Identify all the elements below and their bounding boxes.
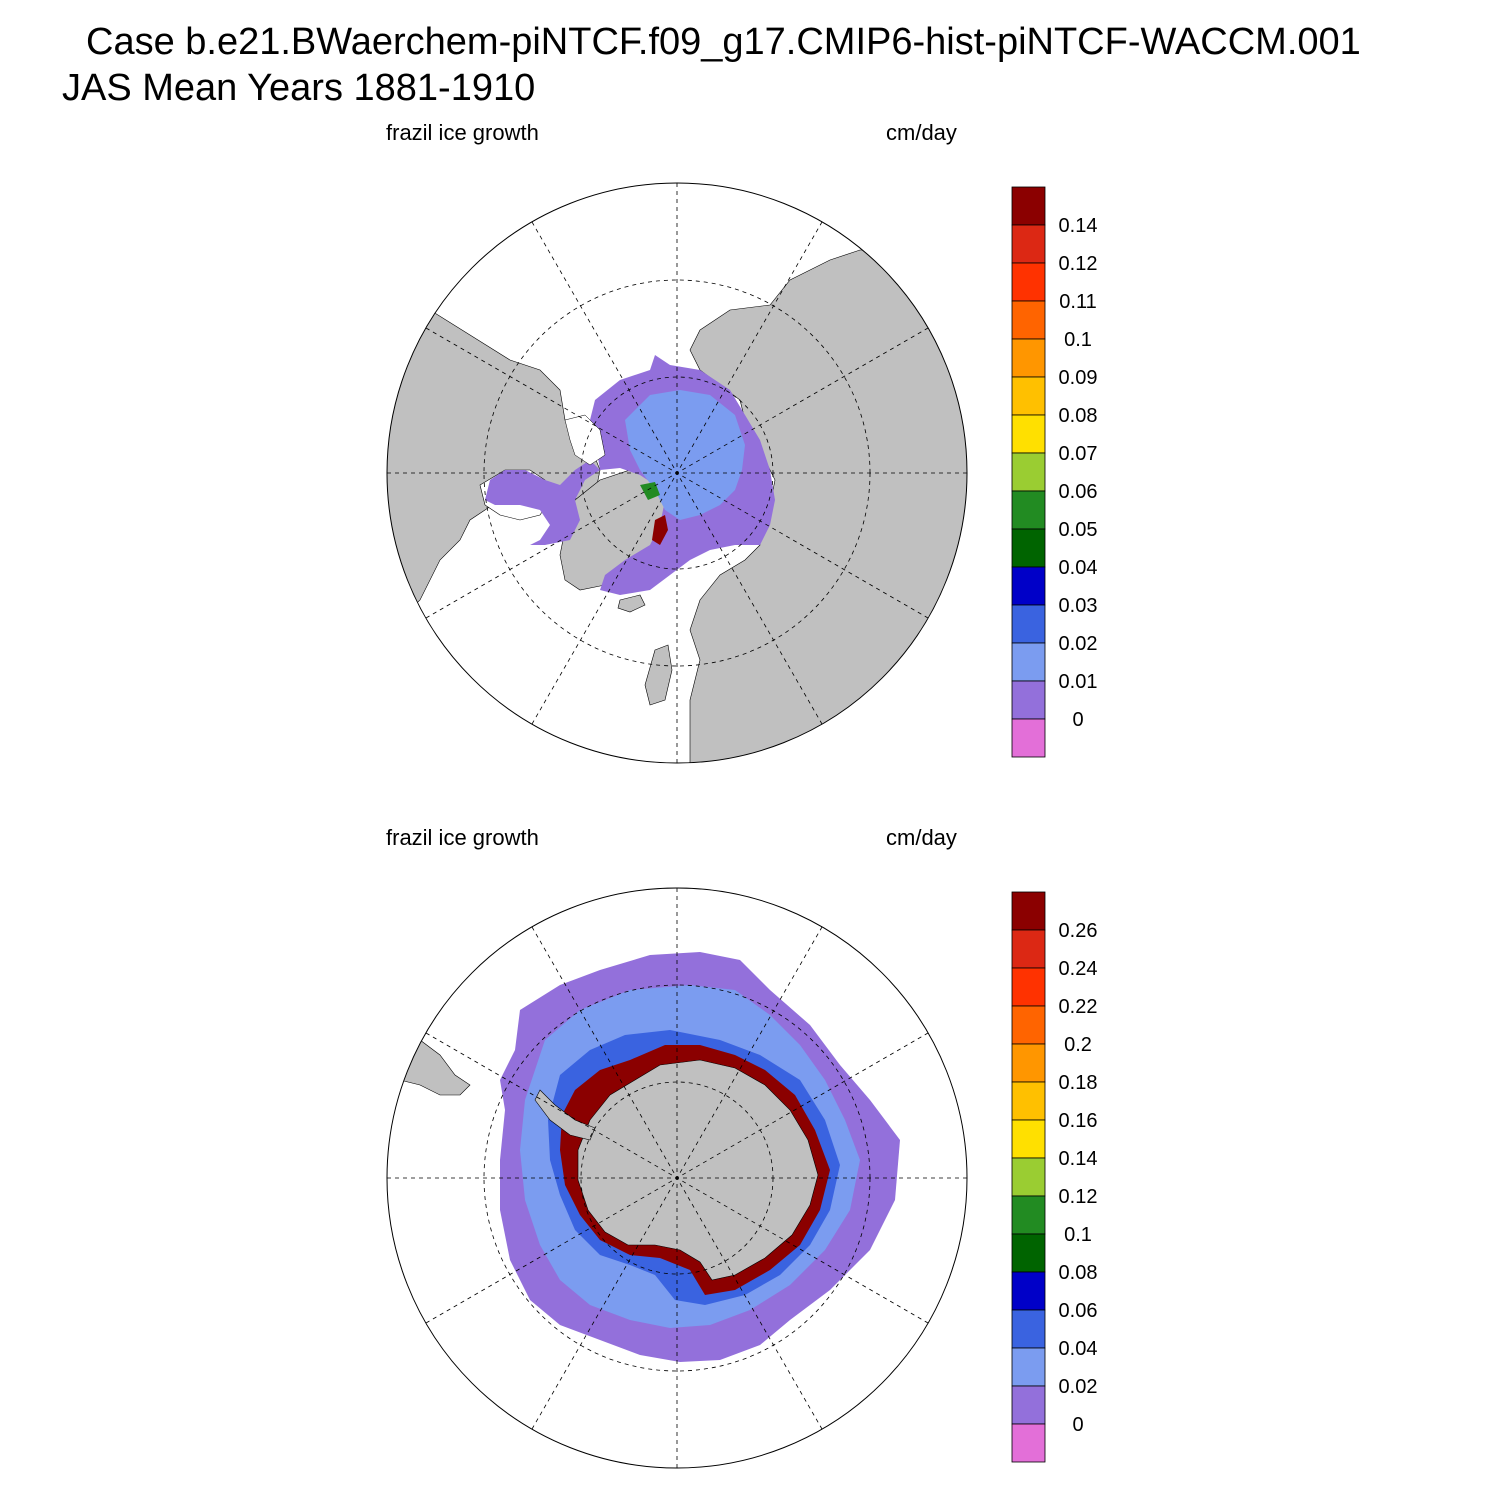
north-colorbar-swatch (1011, 490, 1046, 530)
north-map-border (386, 182, 968, 764)
south-colorbar-tick-label: 0.08 (1059, 1262, 1098, 1284)
north-land-british-isles (644, 644, 673, 706)
south-map-border (386, 887, 968, 1469)
north-colorbar-swatch (1011, 718, 1046, 758)
north-colorbar-swatch (1011, 452, 1046, 492)
north-colorbar: 0 0.01 0.02 0.03 0.04 0.05 0.06 0.07 0.08 0.09 0.1… (1011, 186, 1098, 758)
south-colorbar-tick-label: 0.1 (1064, 1224, 1092, 1246)
north-colorbar-tick-label: 0 (1072, 709, 1083, 731)
north-panel-variable-label: frazil ice growth (386, 120, 539, 145)
north-colorbar-swatch (1011, 224, 1046, 264)
south-colorbar-swatch (1011, 1119, 1046, 1159)
north-colorbar-swatch (1011, 376, 1046, 416)
figure-title-period: JAS Mean Years 1881-1910 (62, 67, 536, 109)
north-colorbar-swatch (1011, 262, 1046, 302)
north-colorbar-swatch (1011, 186, 1046, 226)
south-colorbar-tick-label: 0.24 (1059, 958, 1098, 980)
north-polar-map (386, 182, 968, 764)
south-colorbar-tick-label: 0.06 (1059, 1300, 1098, 1322)
south-panel-variable-label: frazil ice growth (386, 825, 539, 850)
figure-title-case: Case b.e21.BWaerchem-piNTCF.f09_g17.CMIP… (86, 21, 1361, 63)
south-colorbar-tick-label: 0.26 (1059, 920, 1098, 942)
north-graticule (387, 183, 967, 763)
north-colorbar-tick-label: 0.1 (1064, 329, 1092, 351)
south-graticule (387, 888, 967, 1468)
south-colorbar-tick-label: 0.18 (1059, 1072, 1098, 1094)
south-colorbar-swatch (1011, 1271, 1046, 1311)
south-colorbar-swatch (1011, 967, 1046, 1007)
south-colorbar-swatch (1011, 1347, 1046, 1387)
north-colorbar-tick-label: 0.05 (1059, 519, 1098, 541)
north-colorbar-swatch (1011, 642, 1046, 682)
north-colorbar-tick-label: 0.12 (1059, 253, 1098, 275)
south-panel-units-label: cm/day (886, 825, 957, 850)
south-colorbar-tick-label: 0.12 (1059, 1186, 1098, 1208)
south-colorbar-swatch (1011, 929, 1046, 969)
south-colorbar-tick-label: 0.2 (1064, 1034, 1092, 1056)
north-colorbar-tick-label: 0.06 (1059, 481, 1098, 503)
north-colorbar-tick-label: 0.07 (1059, 443, 1098, 465)
north-colorbar-tick-label: 0.11 (1059, 291, 1096, 313)
north-colorbar-tick-label: 0.01 (1059, 671, 1098, 693)
south-colorbar: 0 0.02 0.04 0.06 0.08 0.1 0.12 0.14 0.16 0.18 0.2 0… (1011, 891, 1098, 1463)
north-ice-hotspot-green (640, 482, 660, 500)
south-colorbar-tick-label: 0.04 (1059, 1338, 1098, 1360)
north-colorbar-tick-label: 0.02 (1059, 633, 1098, 655)
south-colorbar-swatch (1011, 1385, 1046, 1425)
north-colorbar-swatch (1011, 414, 1046, 454)
south-colorbar-swatch (1011, 891, 1046, 931)
south-colorbar-swatch (1011, 1081, 1046, 1121)
south-polar-map (386, 887, 968, 1469)
south-colorbar-swatch (1011, 1233, 1046, 1273)
north-ice-hotspot-fram (652, 515, 668, 545)
south-colorbar-swatch (1011, 1005, 1046, 1045)
south-colorbar-swatch (1011, 1043, 1046, 1083)
north-land-iceland (617, 594, 646, 613)
north-colorbar-tick-label: 0.09 (1059, 367, 1098, 389)
north-colorbar-swatch (1011, 338, 1046, 378)
north-colorbar-swatch (1011, 604, 1046, 644)
north-colorbar-tick-label: 0.04 (1059, 557, 1098, 579)
north-colorbar-swatch (1011, 566, 1046, 606)
south-colorbar-tick-label: 0.16 (1059, 1110, 1098, 1132)
north-colorbar-tick-label: 0.03 (1059, 595, 1098, 617)
north-colorbar-tick-label: 0.14 (1059, 215, 1098, 237)
south-colorbar-tick-label: 0 (1072, 1414, 1083, 1436)
south-colorbar-swatch (1011, 1195, 1046, 1235)
north-colorbar-swatch (1011, 528, 1046, 568)
south-land-antarctica (577, 1059, 819, 1281)
south-colorbar-tick-label: 0.02 (1059, 1376, 1098, 1398)
south-colorbar-swatch (1011, 1157, 1046, 1197)
north-colorbar-swatch (1011, 300, 1046, 340)
south-colorbar-tick-label: 0.14 (1059, 1148, 1098, 1170)
south-colorbar-tick-label: 0.22 (1059, 996, 1098, 1018)
north-panel-units-label: cm/day (886, 120, 957, 145)
south-colorbar-swatch (1011, 1423, 1046, 1463)
north-colorbar-swatch (1011, 680, 1046, 720)
north-colorbar-tick-label: 0.08 (1059, 405, 1098, 427)
south-land-antarctic-peninsula (534, 1089, 596, 1141)
north-land-archipelago (564, 414, 606, 466)
south-colorbar-swatch (1011, 1309, 1046, 1349)
